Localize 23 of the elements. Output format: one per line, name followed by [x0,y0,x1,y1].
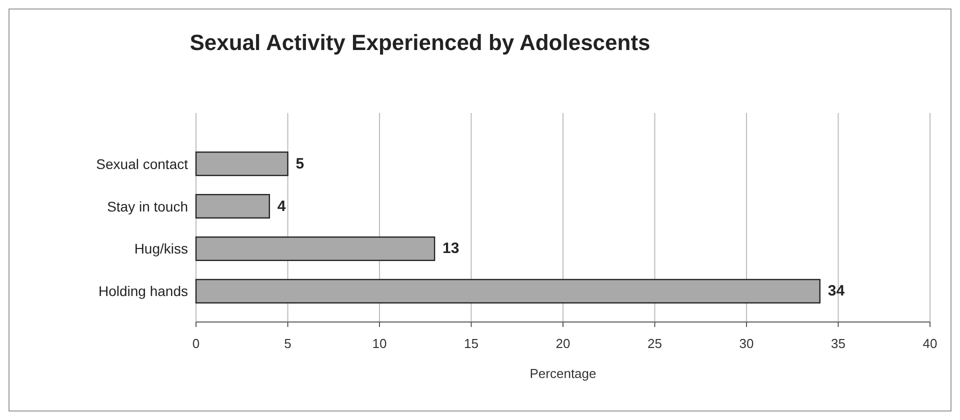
x-tick-label: 0 [192,336,200,351]
x-tick-label: 25 [648,336,662,351]
y-tick-label: Stay in touch [107,198,188,214]
data-label: 13 [442,240,460,258]
data-label: 4 [277,198,286,215]
y-tick-label: Sexual contact [96,156,188,172]
chart-title: Sexual Activity Experienced by Adolescents [190,30,650,55]
y-tick-label: Holding hands [98,283,188,300]
data-label: 34 [828,282,846,300]
x-tick-label: 15 [464,336,478,351]
bar [195,194,270,219]
data-label: 5 [296,155,304,172]
x-tick-label: 10 [372,336,387,351]
bar [195,152,288,176]
y-tick-label: Hug/kiss [134,240,188,257]
bar [195,236,436,262]
x-tick-label: 35 [831,336,846,351]
x-tick-label: 20 [556,336,570,351]
x-tick-label: 40 [922,336,938,351]
bar [195,278,820,304]
x-tick-label: 5 [284,336,292,351]
x-axis-title: Percentage [530,366,596,381]
x-tick-label: 30 [739,336,754,351]
